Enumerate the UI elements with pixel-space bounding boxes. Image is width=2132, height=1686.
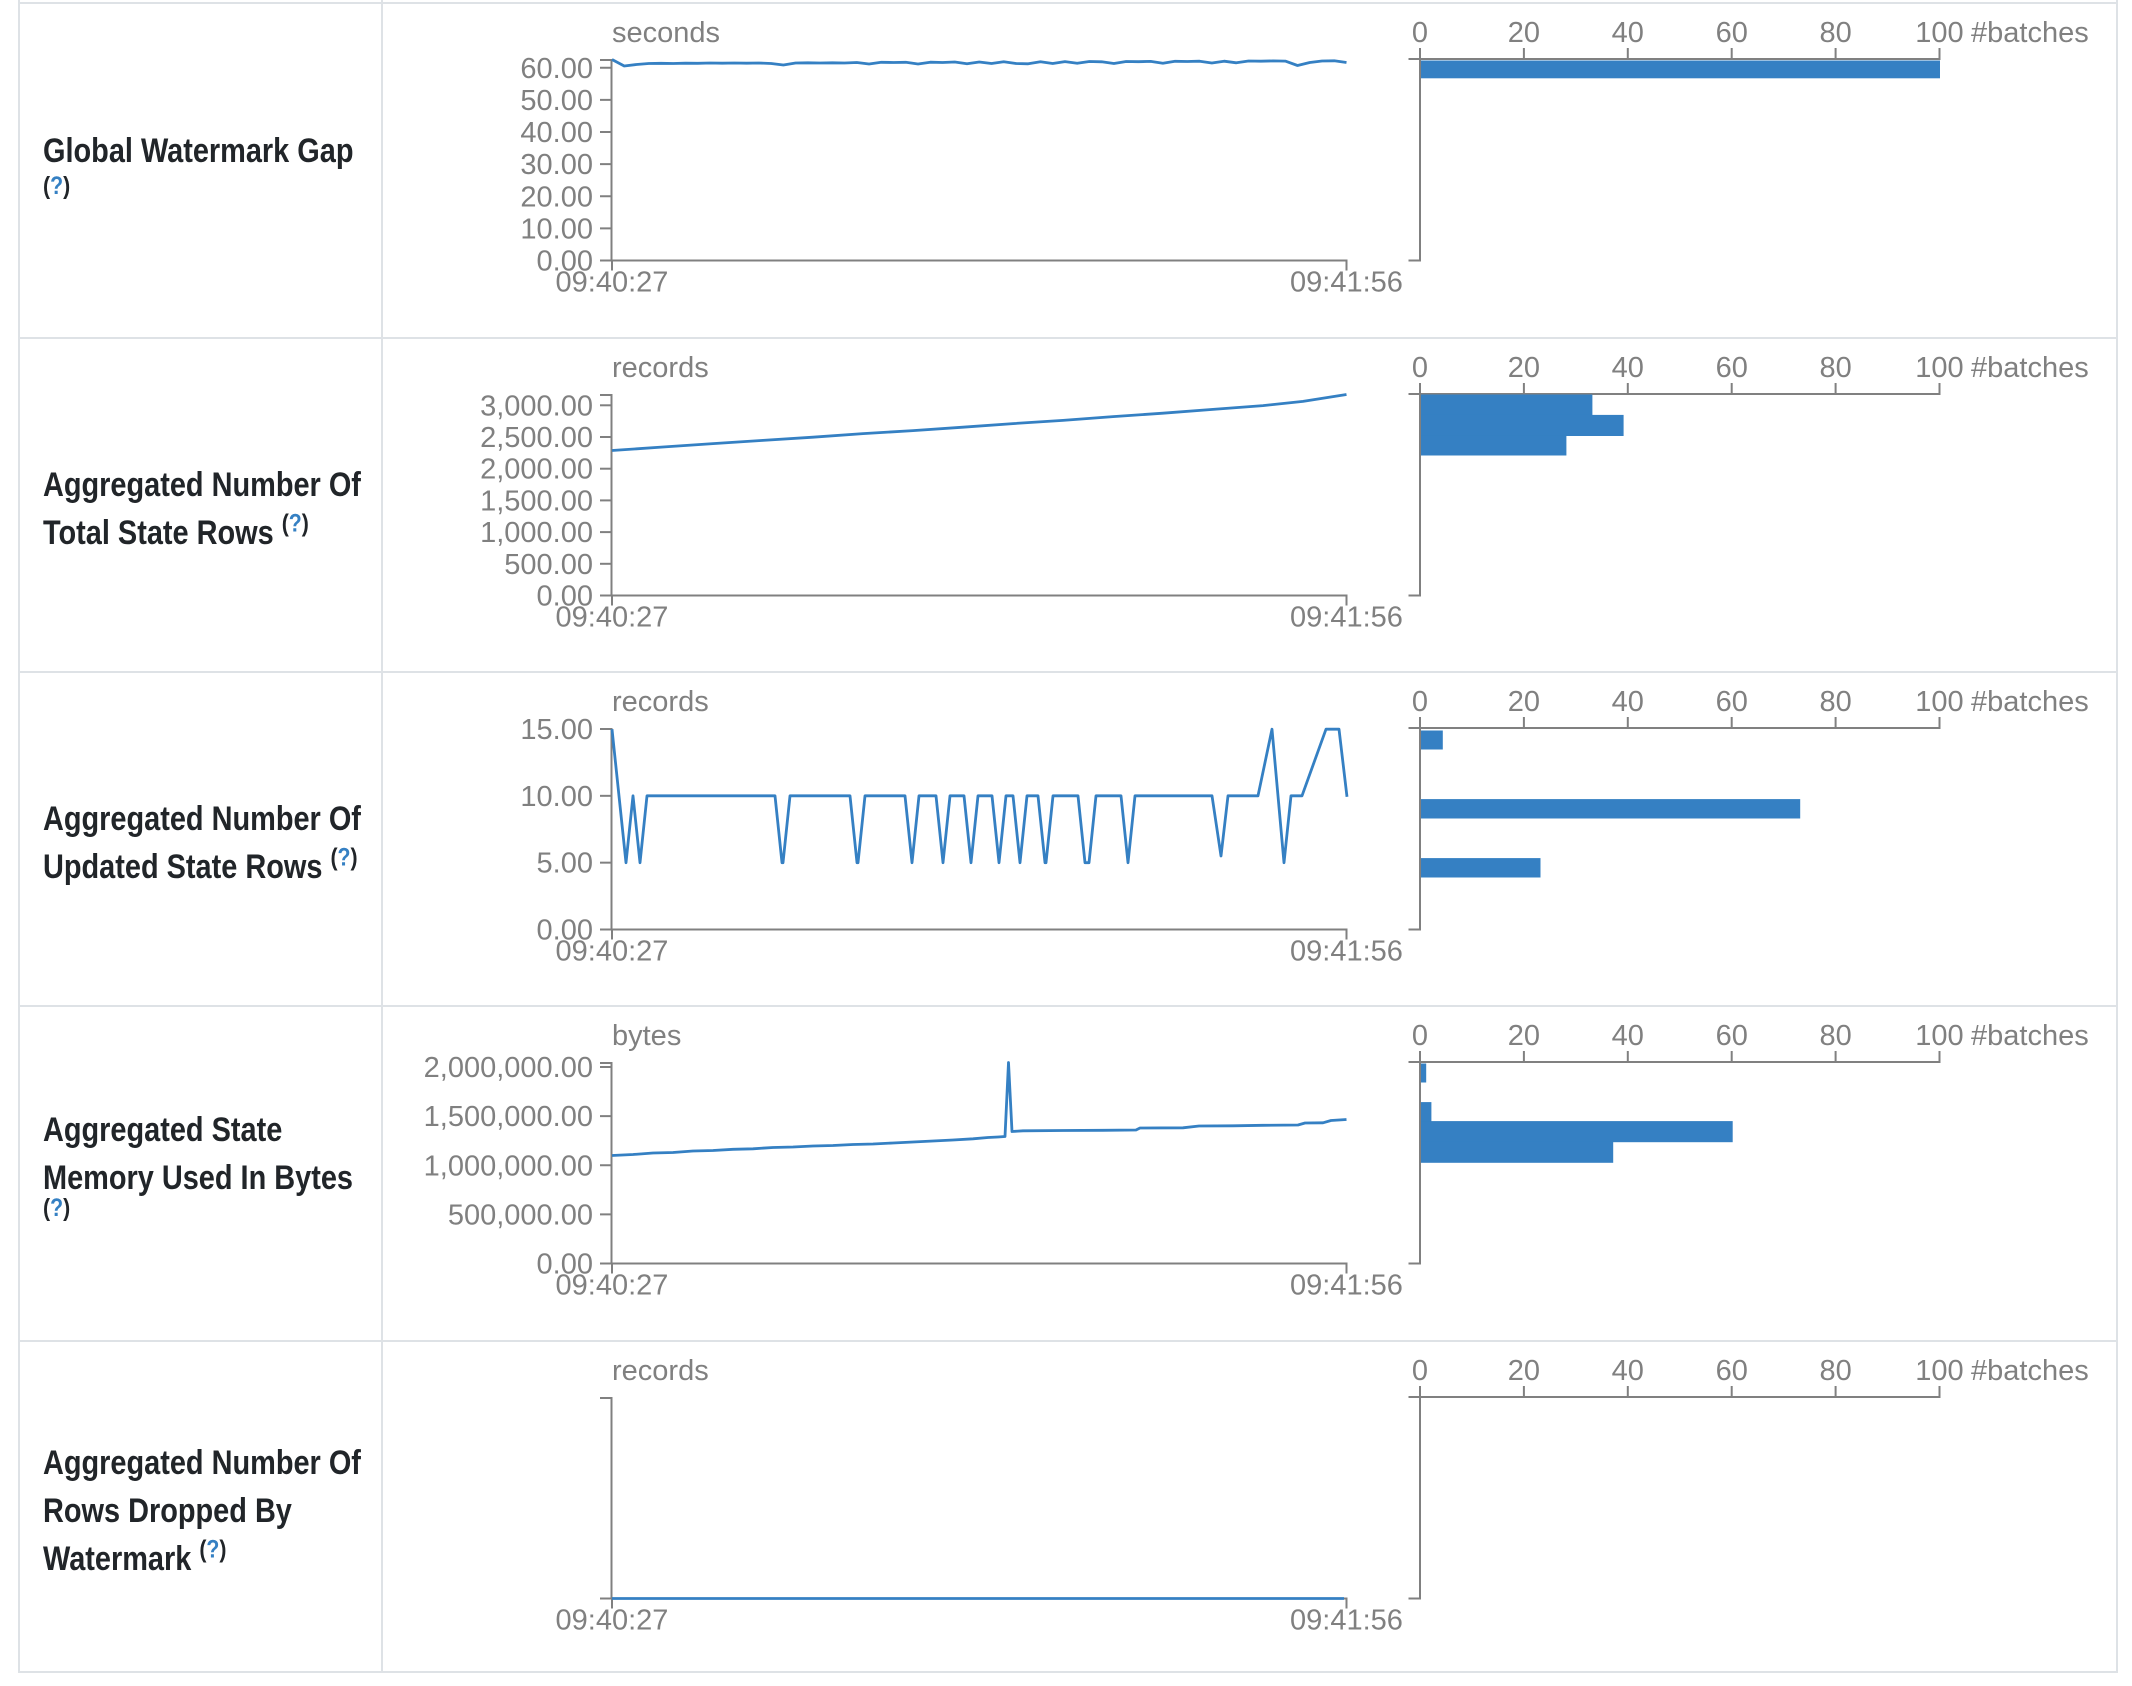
svg-text:#batches: #batches [1971, 17, 2089, 49]
svg-text:60.00: 60.00 [520, 53, 593, 85]
svg-text:10.00: 10.00 [520, 781, 593, 813]
svg-text:09:40:27: 09:40:27 [556, 1270, 669, 1302]
svg-text:100: 100 [1915, 686, 1963, 718]
svg-text:3,000.00: 3,000.00 [480, 390, 593, 422]
svg-text:0: 0 [1412, 1020, 1428, 1052]
svg-text:09:41:56: 09:41:56 [1290, 1270, 1403, 1302]
svg-text:20.00: 20.00 [520, 181, 593, 213]
svg-text:40: 40 [1612, 352, 1644, 384]
svg-text:80: 80 [1819, 1355, 1851, 1387]
svg-text:80: 80 [1819, 686, 1851, 718]
svg-text:09:40:27: 09:40:27 [556, 1605, 669, 1637]
svg-text:20: 20 [1508, 686, 1540, 718]
svg-text:20: 20 [1508, 1355, 1540, 1387]
svg-text:#batches: #batches [1971, 1020, 2089, 1052]
svg-text:60: 60 [1716, 17, 1748, 49]
svg-text:20: 20 [1508, 1020, 1540, 1052]
svg-text:20: 20 [1508, 352, 1540, 384]
svg-text:records: records [612, 686, 709, 718]
svg-text:bytes: bytes [612, 1020, 681, 1052]
svg-text:20: 20 [1508, 17, 1540, 49]
svg-text:1,500.00: 1,500.00 [480, 485, 593, 517]
svg-text:09:40:27: 09:40:27 [556, 267, 669, 299]
svg-text:#batches: #batches [1971, 1355, 2089, 1387]
svg-text:09:41:56: 09:41:56 [1290, 602, 1403, 634]
svg-text:09:41:56: 09:41:56 [1290, 1605, 1403, 1637]
svg-text:09:41:56: 09:41:56 [1290, 936, 1403, 968]
svg-text:10.00: 10.00 [520, 213, 593, 245]
svg-text:seconds: seconds [612, 17, 720, 49]
svg-text:30.00: 30.00 [520, 149, 593, 181]
svg-text:60: 60 [1716, 1355, 1748, 1387]
svg-text:60: 60 [1716, 686, 1748, 718]
svg-text:60: 60 [1716, 1020, 1748, 1052]
svg-text:50.00: 50.00 [520, 85, 593, 117]
svg-text:100: 100 [1915, 1020, 1963, 1052]
svg-text:1,500,000.00: 1,500,000.00 [424, 1101, 593, 1133]
svg-text:#batches: #batches [1971, 352, 2089, 384]
svg-text:40: 40 [1612, 1355, 1644, 1387]
svg-text:1,000,000.00: 1,000,000.00 [424, 1150, 593, 1182]
svg-text:80: 80 [1819, 1020, 1851, 1052]
svg-text:500,000.00: 500,000.00 [448, 1199, 593, 1231]
svg-text:500.00: 500.00 [504, 549, 593, 581]
svg-text:40: 40 [1612, 17, 1644, 49]
svg-text:0.00: 0.00 [537, 1249, 593, 1281]
svg-text:0: 0 [1412, 352, 1428, 384]
svg-text:0.00: 0.00 [537, 246, 593, 278]
svg-text:09:40:27: 09:40:27 [556, 602, 669, 634]
svg-text:0: 0 [1412, 686, 1428, 718]
svg-text:2,000.00: 2,000.00 [480, 454, 593, 486]
svg-text:0.00: 0.00 [537, 914, 593, 946]
svg-text:60: 60 [1716, 352, 1748, 384]
svg-text:0: 0 [1412, 17, 1428, 49]
svg-text:100: 100 [1915, 1355, 1963, 1387]
svg-text:2,000,000.00: 2,000,000.00 [424, 1052, 593, 1084]
svg-text:15.00: 15.00 [520, 714, 593, 746]
svg-text:5.00: 5.00 [537, 848, 593, 880]
svg-text:0.00: 0.00 [537, 581, 593, 613]
svg-text:records: records [612, 1355, 709, 1387]
svg-text:0: 0 [1412, 1355, 1428, 1387]
svg-text:09:41:56: 09:41:56 [1290, 267, 1403, 299]
svg-text:09:40:27: 09:40:27 [556, 936, 669, 968]
svg-text:80: 80 [1819, 17, 1851, 49]
svg-text:40: 40 [1612, 686, 1644, 718]
svg-text:40: 40 [1612, 1020, 1644, 1052]
svg-text:40.00: 40.00 [520, 117, 593, 149]
svg-text:#batches: #batches [1971, 686, 2089, 718]
svg-text:100: 100 [1915, 352, 1963, 384]
svg-text:100: 100 [1915, 17, 1963, 49]
svg-text:records: records [612, 352, 709, 384]
svg-text:2,500.00: 2,500.00 [480, 422, 593, 454]
svg-text:1,000.00: 1,000.00 [480, 517, 593, 549]
svg-text:80: 80 [1819, 352, 1851, 384]
